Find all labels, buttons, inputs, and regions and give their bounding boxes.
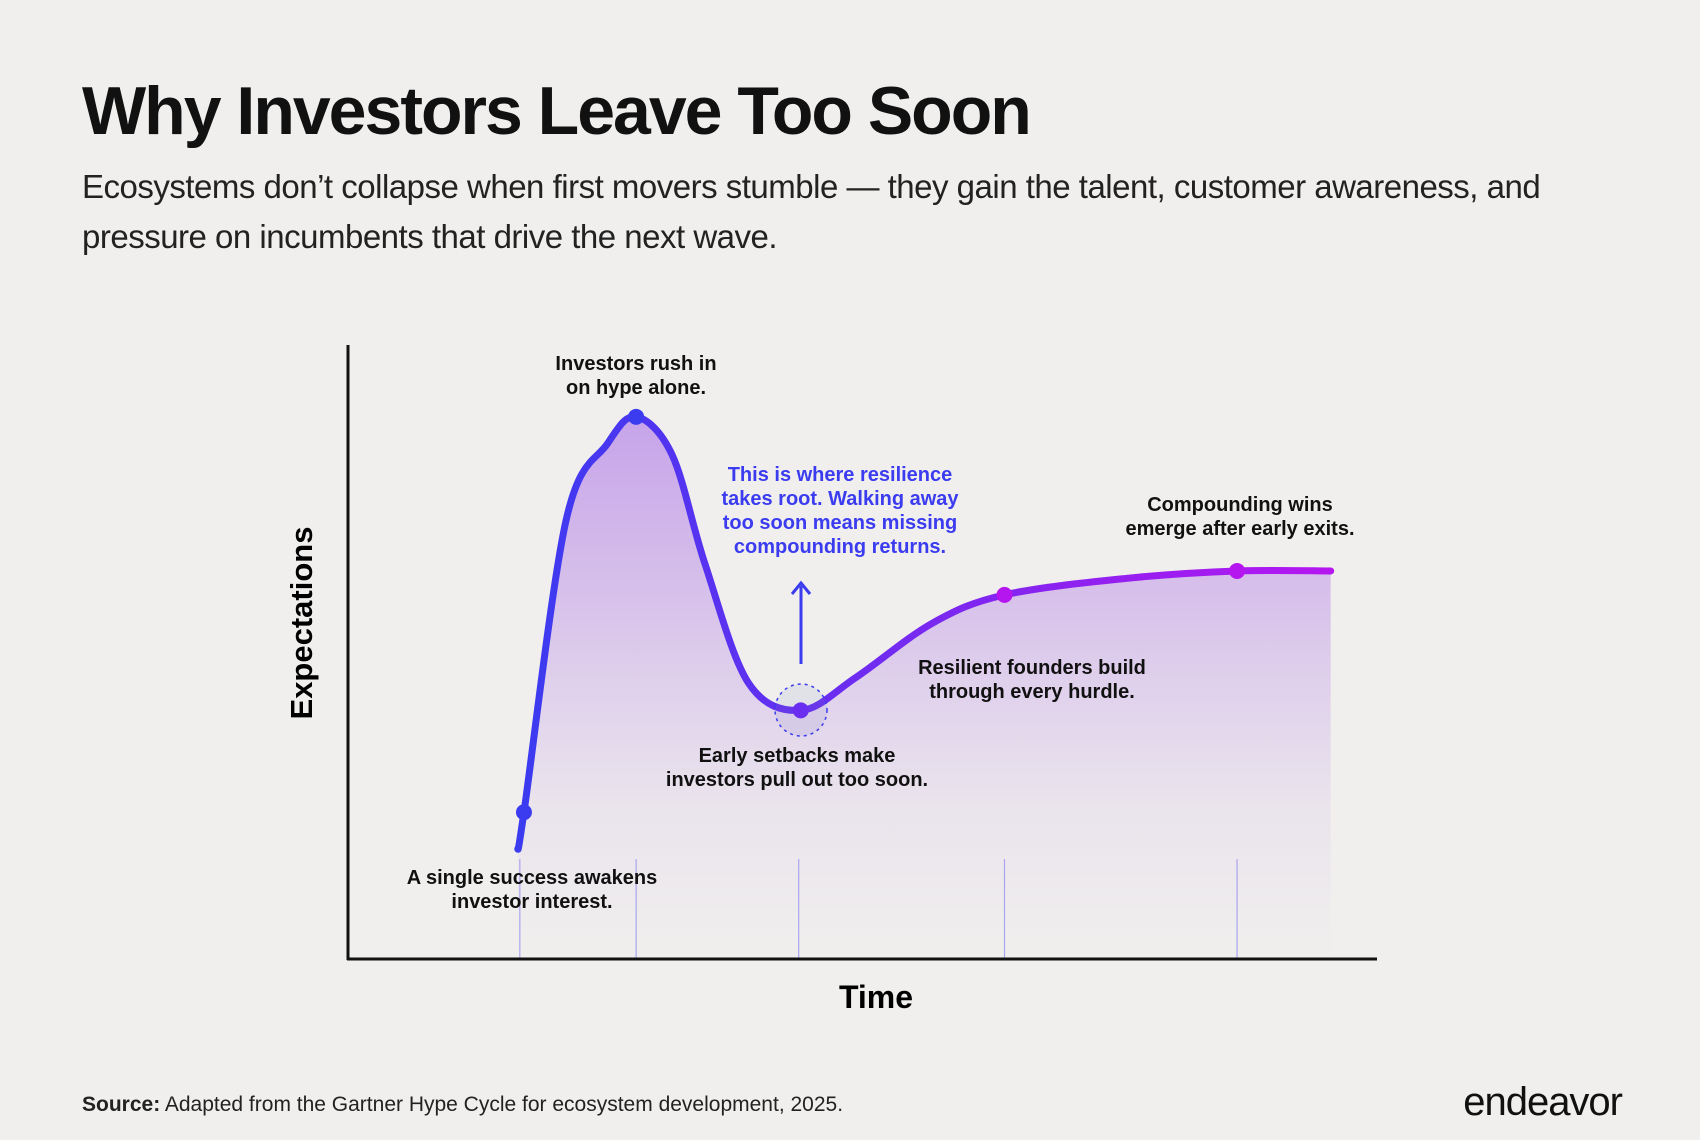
source-note: Source: Adapted from the Gartner Hype Cy… (82, 1093, 843, 1117)
data-point (628, 408, 645, 425)
annotation-resilience: This is where resilience takes root. Walk… (721, 464, 959, 558)
annotation-peak: Investors rush in on hype alone. (555, 353, 717, 399)
subtitle: Ecosystems don’t collapse when first mov… (82, 168, 1541, 255)
source-label: Source: (82, 1093, 161, 1116)
data-point (996, 586, 1013, 603)
endeavor-logo: endeavor (1463, 1080, 1623, 1124)
page-title: Why Investors Leave Too Soon (82, 73, 1032, 149)
series-line (514, 413, 1335, 853)
annotation-single-success: A single success awakens investor interes… (406, 867, 658, 913)
source-text: Adapted from the Gartner Hype Cycle for … (160, 1093, 844, 1116)
x-axis-label: Time (839, 979, 913, 1015)
annotation-early-setbacks: Early setbacks make investors pull out to… (665, 745, 929, 791)
up-arrow-icon (790, 580, 812, 664)
data-point (1229, 562, 1246, 579)
area-fill (517, 416, 1331, 960)
data-point (515, 804, 532, 821)
y-axis-label: Expectations (284, 527, 319, 720)
annotation-compounding: Compounding wins emerge after early exits… (1125, 494, 1355, 540)
data-point (792, 702, 809, 719)
annotation-resilient-founders: Resilient founders build through every hu… (918, 657, 1146, 703)
